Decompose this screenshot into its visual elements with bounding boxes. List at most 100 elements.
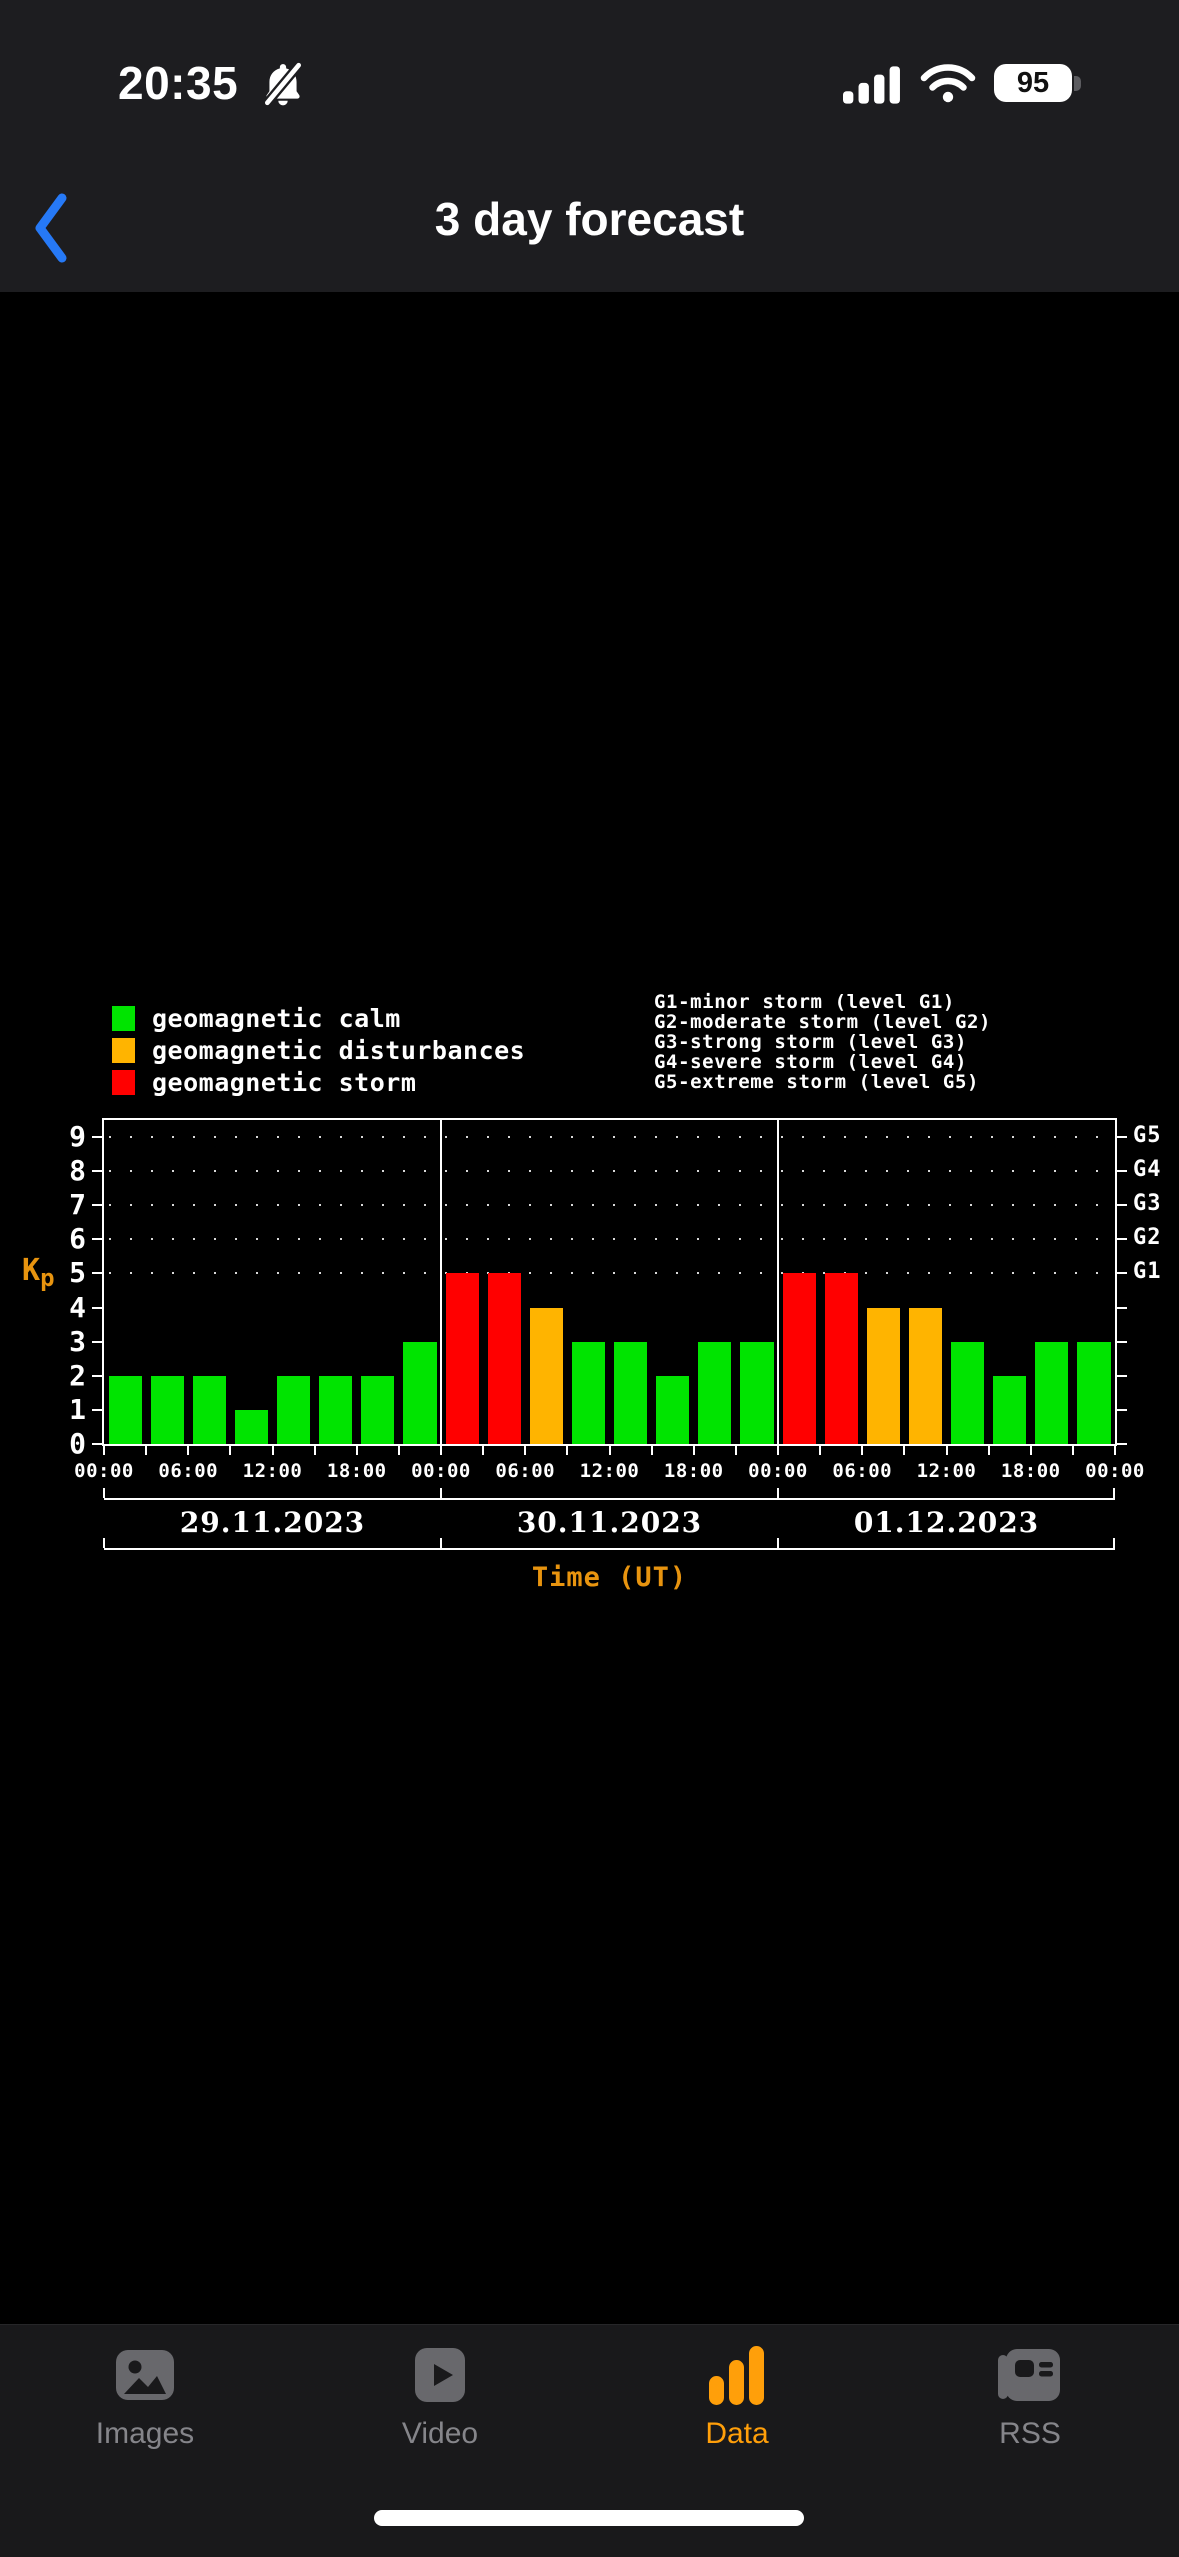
kp-bar <box>445 1273 479 1444</box>
x-tick <box>440 1446 442 1455</box>
y-tick-right <box>1117 1443 1127 1445</box>
x-tick-label: 18:00 <box>1000 1460 1061 1482</box>
kp-axis-label: Kp <box>22 1253 55 1293</box>
tab-data[interactable]: Data <box>627 2345 847 2451</box>
grid-dotted-row <box>109 1238 1110 1241</box>
day-separator <box>440 1120 442 1444</box>
date-rail <box>104 1548 1115 1550</box>
header: 20:35 95 3 day forecast <box>0 0 1179 292</box>
legend-swatch-disturbances <box>112 1037 135 1063</box>
tab-label: RSS <box>999 2417 1061 2450</box>
x-tick <box>945 1446 948 1455</box>
x-tick-label: 00:00 <box>74 1460 134 1482</box>
y-tick <box>92 1306 102 1309</box>
chart-legend: geomagnetic calm geomagnetic disturbance… <box>112 1002 525 1098</box>
y-tick-label: 3 <box>69 1324 86 1358</box>
wifi-icon <box>920 64 976 103</box>
legend-swatch-storm <box>112 1069 135 1095</box>
kp-bar <box>614 1341 648 1444</box>
kp-bar <box>866 1307 900 1444</box>
kp-bar <box>319 1375 353 1444</box>
kp-bar <box>1077 1341 1111 1444</box>
y-tick <box>92 1170 102 1173</box>
date-rail-tick <box>1113 1488 1115 1498</box>
x-tick <box>103 1446 105 1455</box>
battery-nub <box>1074 76 1081 91</box>
tab-rss[interactable]: RSS <box>920 2345 1140 2451</box>
x-tick <box>734 1446 737 1455</box>
y-tick-right <box>1117 1204 1127 1207</box>
date-label: 01.12.2023 <box>853 1506 1040 1539</box>
legend-label: geomagnetic calm <box>152 1003 401 1033</box>
battery-percent: 95 <box>1016 66 1050 99</box>
x-tick <box>861 1446 864 1455</box>
y-tick-right <box>1117 1272 1127 1275</box>
x-tick-label: 00:00 <box>1085 1460 1145 1482</box>
storm-level-key: G1-minor storm (level G1) G2-moderate st… <box>654 992 991 1092</box>
date-label: 29.11.2023 <box>179 1506 366 1539</box>
day-separator <box>777 1120 779 1444</box>
legend-label: geomagnetic storm <box>152 1067 417 1097</box>
legend-item-storm: geomagnetic storm <box>112 1066 525 1098</box>
date-rail-tick <box>103 1488 105 1498</box>
x-tick <box>1071 1446 1074 1455</box>
y-tick <box>92 1374 102 1377</box>
y-tick-label: 0 <box>69 1427 86 1460</box>
bell-slash-icon <box>263 62 303 106</box>
x-tick-label: 18:00 <box>326 1460 387 1482</box>
kp-bar <box>234 1409 268 1444</box>
kp-bar <box>656 1375 690 1444</box>
legend-swatch-calm <box>112 1005 135 1031</box>
y-tick-right <box>1117 1170 1127 1173</box>
y-tick-right <box>1117 1408 1127 1411</box>
y-tick-right <box>1117 1238 1127 1241</box>
date-rail-tick <box>777 1488 779 1498</box>
y-tick-label: 5 <box>69 1256 86 1290</box>
g-scale-label: G2 <box>1133 1225 1162 1251</box>
kp-bar <box>782 1273 816 1444</box>
storm-level-line: G5-extreme storm (level G5) <box>654 1071 980 1093</box>
back-button[interactable] <box>20 188 80 268</box>
y-tick <box>92 1272 102 1275</box>
x-tick <box>1114 1446 1116 1455</box>
date-rail <box>104 1498 1115 1500</box>
x-axis-title: Time (UT) <box>531 1562 688 1593</box>
tab-bar: Images Video Data <box>0 2324 1179 2557</box>
y-tick <box>92 1238 102 1241</box>
home-indicator[interactable] <box>374 2510 804 2526</box>
y-tick-right <box>1117 1306 1127 1309</box>
x-tick <box>145 1446 148 1455</box>
grid-dotted-row <box>109 1136 1110 1138</box>
plot-border <box>102 1118 1117 1446</box>
y-tick <box>92 1136 102 1138</box>
video-icon <box>410 2345 470 2405</box>
x-tick <box>650 1446 653 1455</box>
x-tick-label: 06:00 <box>495 1460 556 1482</box>
x-tick <box>608 1446 611 1455</box>
legend-item-disturbances: geomagnetic disturbances <box>112 1034 525 1066</box>
x-tick <box>229 1446 232 1455</box>
y-tick-label: 4 <box>69 1290 86 1324</box>
images-icon <box>115 2345 175 2405</box>
x-tick <box>777 1446 779 1455</box>
kp-bar <box>1035 1341 1069 1444</box>
y-tick-label: 6 <box>69 1222 86 1256</box>
page-title: 3 day forecast <box>434 193 745 245</box>
y-tick-right <box>1117 1136 1127 1138</box>
tab-images[interactable]: Images <box>35 2345 255 2451</box>
x-tick-label: 18:00 <box>663 1460 724 1482</box>
x-tick-label: 12:00 <box>916 1460 977 1482</box>
x-tick <box>819 1446 822 1455</box>
x-tick <box>524 1446 527 1455</box>
g-scale-label: G3 <box>1133 1191 1162 1217</box>
x-tick-label: 12:00 <box>579 1460 640 1482</box>
tab-video[interactable]: Video <box>330 2345 550 2451</box>
x-tick-label: 00:00 <box>411 1460 471 1482</box>
kp-bar <box>403 1341 437 1444</box>
x-tick <box>355 1446 358 1455</box>
x-tick <box>397 1446 400 1455</box>
y-tick <box>92 1340 102 1343</box>
x-tick <box>987 1446 990 1455</box>
x-tick <box>313 1446 316 1455</box>
